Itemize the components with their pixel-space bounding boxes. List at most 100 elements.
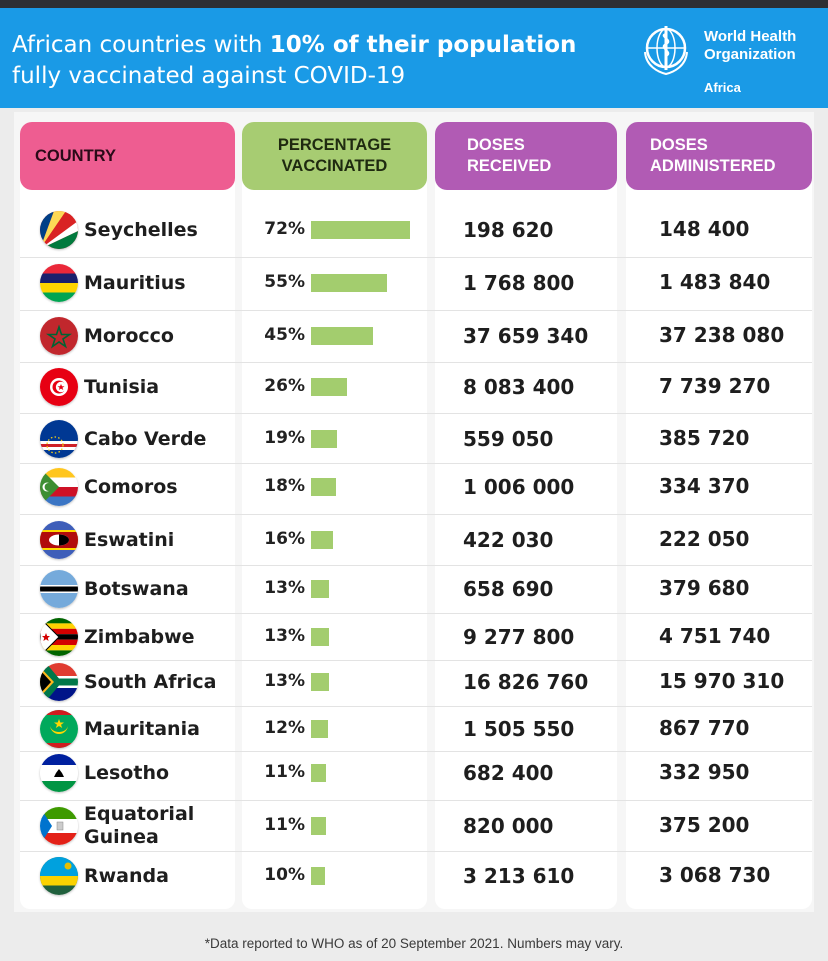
country-name: Cabo Verde [84,428,207,450]
doses-received-value: 1 505 550 [463,717,575,741]
percentage-label: 45% [264,325,305,345]
banner-header: African countries with 10% of their popu… [0,8,828,108]
percentage-bar [311,764,326,782]
flag-icon [40,857,78,895]
who-region: Africa [704,80,741,95]
country-name: Mauritius [84,272,186,294]
doses-received-value: 1 006 000 [463,475,575,499]
column-header-country: COUNTRY [20,122,235,190]
country-name: South Africa [84,671,217,693]
percentage-bar [311,580,329,598]
who-org-name: World Health Organization [704,28,797,63]
flag-icon [40,211,78,249]
percentage-label: 16% [264,529,305,549]
top-edge-bar [0,0,828,8]
percentage-bar [311,531,333,549]
title-part-1: African countries with [12,32,270,58]
column-bg-pct [242,124,427,909]
doses-administered-value: 4 751 740 [659,624,771,648]
percentage-bar [311,867,325,885]
flag-icon [40,618,78,656]
percentage-label: 26% [264,376,305,396]
row-separator [20,613,812,614]
percentage-label: 19% [264,428,305,448]
page-title: African countries with 10% of their popu… [12,30,632,92]
row-separator [20,800,812,801]
percentage-label: 10% [264,865,305,885]
doses-administered-value: 222 050 [659,527,750,551]
percentage-bar [311,430,337,448]
country-name: Morocco [84,325,174,347]
doses-received-value: 1 768 800 [463,271,575,295]
percentage-bar [311,673,329,691]
percentage-bar [311,817,326,835]
doses-administered-value: 867 770 [659,716,750,740]
doses-administered-value: 37 238 080 [659,323,785,347]
column-bg-received [435,124,617,909]
flag-icon [40,264,78,302]
flag-icon [40,521,78,559]
percentage-bar [311,221,410,239]
flag-icon [40,807,78,845]
percentage-bar [311,478,336,496]
row-separator [20,565,812,566]
footnote: *Data reported to WHO as of 20 September… [204,936,624,951]
column-header-doses-received: DOSES RECEIVED [435,122,617,190]
doses-administered-value: 375 200 [659,813,750,837]
country-name: Mauritania [84,718,200,740]
country-name: Zimbabwe [84,626,195,648]
percentage-label: 72% [264,219,305,239]
doses-received-value: 198 620 [463,218,554,242]
title-bold: 10% of their population [269,32,577,58]
title-line-2: fully vaccinated against COVID-19 [12,63,406,89]
doses-received-value: 16 826 760 [463,670,589,694]
country-name: Seychelles [84,219,198,241]
row-separator [20,463,812,464]
doses-received-value: 9 277 800 [463,625,575,649]
row-separator [20,851,812,852]
doses-received-value: 820 000 [463,814,554,838]
country-name: Rwanda [84,865,169,887]
percentage-label: 11% [264,762,305,782]
doses-received-value: 3 213 610 [463,864,575,888]
percentage-label: 13% [264,626,305,646]
percentage-bar [311,327,373,345]
column-header-doses-administered: DOSES ADMINISTERED [626,122,812,190]
flag-icon [40,420,78,458]
doses-administered-value: 334 370 [659,474,750,498]
flag-icon [40,663,78,701]
row-separator [20,751,812,752]
doses-administered-value: 332 950 [659,760,750,784]
percentage-bar [311,628,329,646]
doses-administered-value: 148 400 [659,217,750,241]
flag-icon [40,710,78,748]
column-header-percentage: PERCENTAGE VACCINATED [242,122,427,190]
percentage-bar [311,720,328,738]
country-name: Comoros [84,476,178,498]
row-separator [20,660,812,661]
who-logo: World Health Organization Africa [638,22,824,102]
doses-administered-value: 1 483 840 [659,270,771,294]
country-name: Lesotho [84,762,170,784]
percentage-label: 13% [264,671,305,691]
country-name: Tunisia [84,376,160,398]
flag-icon [40,368,78,406]
percentage-bar [311,378,347,396]
doses-administered-value: 7 739 270 [659,374,771,398]
percentage-bar [311,274,387,292]
doses-administered-value: 3 068 730 [659,863,771,887]
percentage-label: 12% [264,718,305,738]
country-name: Eswatini [84,529,175,551]
doses-received-value: 682 400 [463,761,554,785]
row-separator [20,362,812,363]
flag-icon [40,754,78,792]
doses-received-value: 422 030 [463,528,554,552]
row-separator [20,514,812,515]
flag-icon [40,570,78,608]
percentage-label: 11% [264,815,305,835]
doses-received-value: 8 083 400 [463,375,575,399]
row-separator [20,413,812,414]
row-separator [20,706,812,707]
doses-administered-value: 385 720 [659,426,750,450]
doses-received-value: 658 690 [463,577,554,601]
